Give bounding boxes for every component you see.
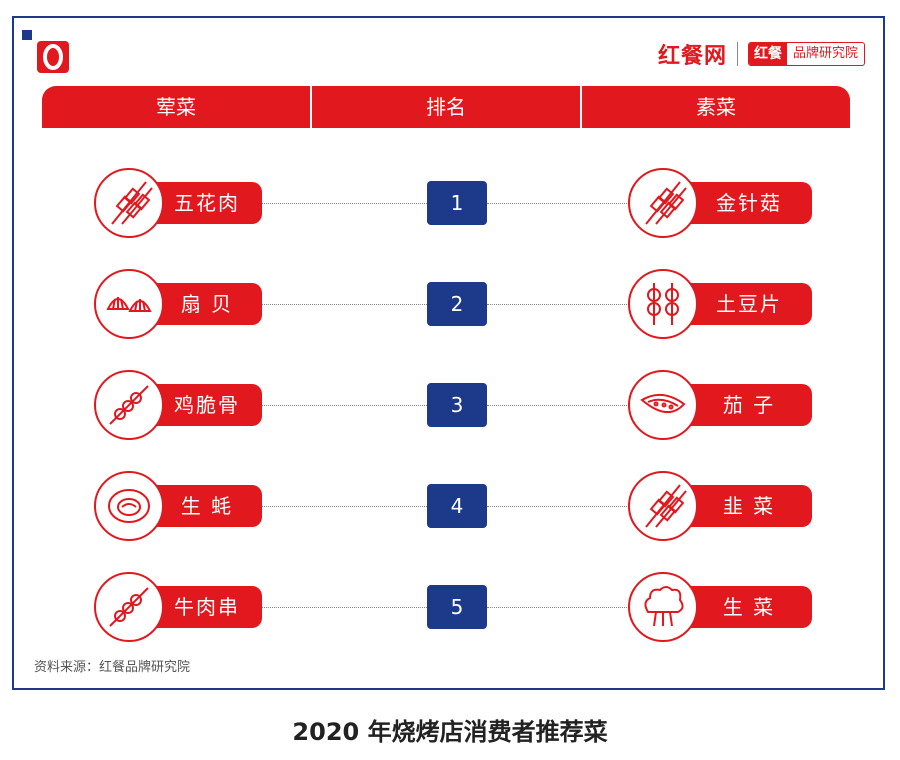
ranking-row: 扇 贝 2 土豆片 (14, 267, 887, 367)
leader-dots-left (260, 607, 427, 608)
oyster-icon (94, 471, 164, 541)
ranking-row: 鸡脆骨 3 茄 子 (14, 368, 887, 468)
skewer-icon (628, 168, 698, 238)
veg-dish-label: 生 菜 (686, 586, 812, 628)
skewer-icon (94, 168, 164, 238)
brand-tag-a: 红餐 (748, 43, 787, 65)
brand-tag-logo: 红餐 品牌研究院 (747, 42, 865, 66)
leader-dots-right (487, 304, 637, 305)
header-veg: 素菜 (580, 86, 850, 128)
leader-dots-left (260, 506, 427, 507)
rank-badge: 5 (427, 585, 487, 629)
scallop-icon (94, 269, 164, 339)
veg-dish-label: 金针菇 (686, 182, 812, 224)
leader-dots-right (487, 405, 637, 406)
leader-dots-right (487, 607, 637, 608)
veg-dish-label: 茄 子 (686, 384, 812, 426)
meat-dish-label: 五花肉 (152, 182, 262, 224)
rank-badge: 2 (427, 282, 487, 326)
infographic-frame: 红餐网 红餐 品牌研究院 荤菜 排名 素菜 五花肉 1 金针菇扇 贝 2 土豆片鸡脆骨 3… (12, 16, 885, 690)
lettuce-icon (628, 572, 698, 642)
source-note: 资料来源：红餐品牌研究院 (34, 660, 191, 675)
leader-dots-right (487, 506, 637, 507)
rank-badge: 1 (427, 181, 487, 225)
corner-square (22, 30, 32, 40)
leader-dots-left (260, 405, 427, 406)
potato-skewer-icon (628, 269, 698, 339)
leader-dots-left (260, 304, 427, 305)
meatball-skewer-icon (94, 572, 164, 642)
ranking-row: 五花肉 1 金针菇 (14, 166, 887, 266)
rank-badge: 4 (427, 484, 487, 528)
meatball-skewer-icon (94, 370, 164, 440)
meat-dish-label: 扇 贝 (152, 283, 262, 325)
brand-o-logo-icon (37, 41, 69, 73)
brand-header: 红餐网 红餐 品牌研究院 (658, 38, 865, 70)
skewer-icon (628, 471, 698, 541)
veg-dish-label: 韭 菜 (686, 485, 812, 527)
table-header: 荤菜 排名 素菜 (42, 86, 850, 128)
ranking-row: 牛肉串 5 生 菜 (14, 570, 887, 670)
header-meat: 荤菜 (156, 95, 196, 119)
leader-dots-right (487, 203, 637, 204)
veg-dish-label: 土豆片 (686, 283, 812, 325)
brand-tag-b: 品牌研究院 (792, 46, 858, 61)
figure-caption: 2020 年烧烤店消费者推荐菜 (292, 718, 608, 746)
meat-dish-label: 生 蚝 (152, 485, 262, 527)
header-rank: 排名 (310, 86, 580, 128)
eggplant-icon (628, 370, 698, 440)
meat-dish-label: 牛肉串 (152, 586, 262, 628)
ranking-row: 生 蚝 4 韭 菜 (14, 469, 887, 569)
leader-dots-left (260, 203, 427, 204)
brand-main-logo: 红餐网 (657, 44, 727, 69)
meat-dish-label: 鸡脆骨 (152, 384, 262, 426)
brand-separator (736, 42, 738, 66)
rank-badge: 3 (427, 383, 487, 427)
